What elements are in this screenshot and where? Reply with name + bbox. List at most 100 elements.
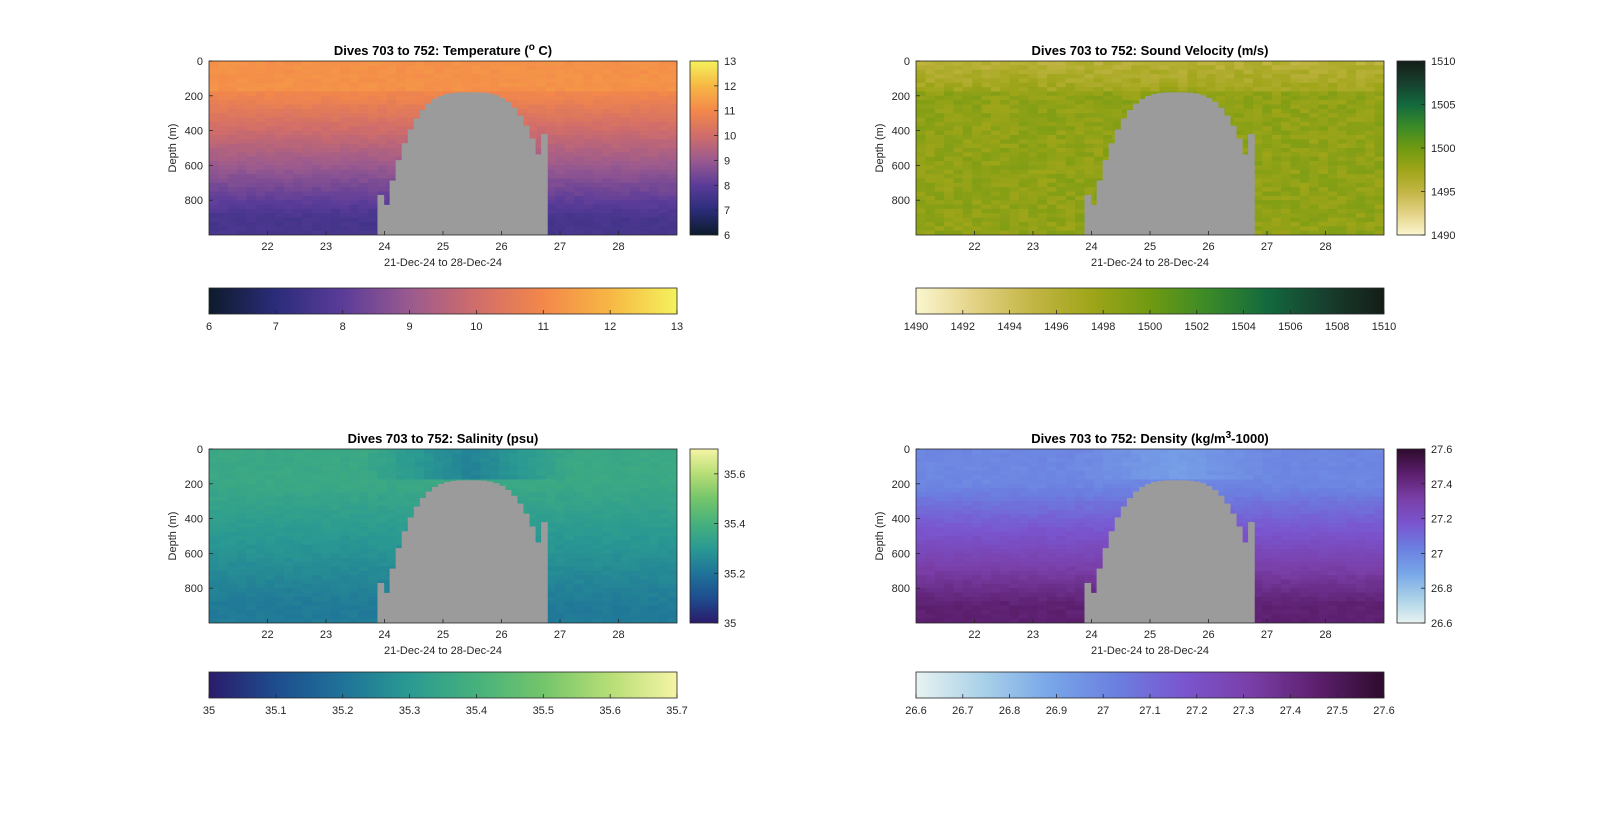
chart-title: Dives 703 to 752: Density (kg/m3-1000) (1031, 430, 1269, 446)
vertical-colorbar (689, 60, 719, 236)
vertical-colorbar-tick-label: 8 (724, 180, 730, 192)
horizontal-colorbar-tick-label: 27.6 (1373, 705, 1394, 717)
horizontal-colorbar-tick-label: 1502 (1185, 321, 1209, 333)
x-tick-label: 23 (320, 629, 332, 641)
missing-data-region (377, 480, 548, 623)
horizontal-colorbar-tick-label: 35 (203, 705, 215, 717)
vertical-colorbar-tick-label: 10 (724, 131, 736, 143)
x-tick-label: 25 (1144, 241, 1156, 253)
x-axis-label: 21-Dec-24 to 28-Dec-24 (1091, 645, 1209, 657)
vertical-colorbar-tick-label: 27.6 (1431, 444, 1452, 456)
horizontal-colorbar-tick-label: 1494 (997, 321, 1021, 333)
horizontal-colorbar-tick-label: 1510 (1372, 321, 1396, 333)
vertical-colorbar-tick-label: 1510 (1431, 56, 1455, 68)
vertical-colorbar-tick-label: 35.6 (724, 469, 745, 481)
vertical-colorbar-tick-label: 13 (724, 56, 736, 68)
y-tick-label: 0 (904, 444, 910, 456)
y-tick-label: 800 (892, 583, 910, 595)
vertical-colorbar-tick-label: 11 (724, 106, 735, 118)
chart-title: Dives 703 to 752: Temperature (o C) (334, 42, 552, 58)
horizontal-colorbar-tick-label: 26.8 (999, 705, 1020, 717)
y-tick-label: 800 (185, 195, 203, 207)
horizontal-colorbar (915, 671, 1385, 699)
x-axis-label: 21-Dec-24 to 28-Dec-24 (384, 645, 502, 657)
x-tick-label: 27 (1261, 241, 1273, 253)
y-axis-label: Depth (m) (167, 124, 179, 173)
x-tick-label: 24 (1085, 629, 1097, 641)
horizontal-colorbar-tick-label: 1508 (1325, 321, 1349, 333)
horizontal-colorbar-tick-label: 27.5 (1326, 705, 1347, 717)
y-tick-label: 800 (185, 583, 203, 595)
x-tick-label: 23 (1027, 241, 1039, 253)
horizontal-colorbar-tick-label: 8 (340, 321, 346, 333)
horizontal-colorbar (208, 671, 678, 699)
y-tick-label: 400 (185, 514, 203, 526)
horizontal-colorbar-tick-label: 7 (273, 321, 279, 333)
x-tick-label: 25 (437, 629, 449, 641)
x-tick-label: 23 (1027, 629, 1039, 641)
horizontal-colorbar-tick-label: 1490 (904, 321, 928, 333)
y-tick-label: 0 (197, 56, 203, 68)
horizontal-colorbar-tick-label: 1496 (1044, 321, 1068, 333)
x-tick-label: 24 (1085, 241, 1097, 253)
y-tick-label: 600 (892, 548, 910, 560)
vertical-colorbar-tick-label: 35.2 (724, 568, 745, 580)
panel-density: Dives 703 to 752: Density (kg/m3-1000) 0 2… (874, 430, 1452, 717)
horizontal-colorbar-tick-label: 1498 (1091, 321, 1115, 333)
x-tick-label: 27 (554, 241, 566, 253)
vertical-colorbar-tick-label: 12 (724, 81, 736, 93)
horizontal-colorbar-tick-label: 1506 (1278, 321, 1302, 333)
y-tick-label: 200 (185, 479, 203, 491)
horizontal-colorbar-tick-label: 35.7 (666, 705, 687, 717)
horizontal-colorbar-tick-label: 27.1 (1139, 705, 1160, 717)
x-axis-label: 21-Dec-24 to 28-Dec-24 (384, 257, 502, 269)
horizontal-colorbar-tick-label: 26.9 (1046, 705, 1067, 717)
x-tick-label: 22 (968, 629, 980, 641)
x-tick-label: 26 (495, 241, 507, 253)
horizontal-colorbar-tick-label: 35.3 (399, 705, 420, 717)
horizontal-colorbar-tick-label: 27 (1097, 705, 1109, 717)
y-axis-label: Depth (m) (874, 512, 886, 561)
x-tick-label: 28 (612, 629, 624, 641)
panel-sound_velocity: Dives 703 to 752: Sound Velocity (m/s) 0 2… (874, 43, 1455, 333)
horizontal-colorbar-tick-label: 27.2 (1186, 705, 1207, 717)
vertical-colorbar-tick-label: 1490 (1431, 230, 1455, 242)
vertical-colorbar-tick-label: 27 (1431, 548, 1443, 560)
y-tick-label: 200 (892, 91, 910, 103)
x-tick-label: 26 (1202, 241, 1214, 253)
horizontal-colorbar (208, 287, 678, 315)
missing-data-region (1084, 92, 1255, 235)
y-tick-label: 400 (185, 126, 203, 138)
horizontal-colorbar-tick-label: 9 (407, 321, 413, 333)
vertical-colorbar (1396, 448, 1426, 624)
x-tick-label: 28 (612, 241, 624, 253)
horizontal-colorbar-tick-label: 10 (470, 321, 482, 333)
vertical-colorbar-tick-label: 35 (724, 618, 736, 630)
y-tick-label: 0 (197, 444, 203, 456)
horizontal-colorbar-tick-label: 12 (604, 321, 616, 333)
x-tick-label: 22 (261, 629, 273, 641)
y-tick-label: 600 (892, 160, 910, 172)
vertical-colorbar (1396, 60, 1426, 236)
y-tick-label: 600 (185, 548, 203, 560)
y-tick-label: 200 (892, 479, 910, 491)
horizontal-colorbar-tick-label: 13 (671, 321, 683, 333)
missing-data-region (1084, 480, 1255, 623)
horizontal-colorbar-tick-label: 6 (206, 321, 212, 333)
y-axis-label: Depth (m) (167, 512, 179, 561)
vertical-colorbar-tick-label: 9 (724, 155, 730, 167)
horizontal-colorbar-tick-label: 11 (538, 321, 549, 333)
horizontal-colorbar-tick-label: 27.3 (1233, 705, 1254, 717)
horizontal-colorbar-tick-label: 35.2 (332, 705, 353, 717)
horizontal-colorbar-tick-label: 26.6 (905, 705, 926, 717)
vertical-colorbar-tick-label: 26.6 (1431, 618, 1452, 630)
panel-salinity: Dives 703 to 752: Salinity (psu) 0 200 400 6… (167, 431, 745, 717)
horizontal-colorbar-tick-label: 26.7 (952, 705, 973, 717)
chart-title: Dives 703 to 752: Sound Velocity (m/s) (1032, 43, 1269, 58)
x-tick-label: 22 (968, 241, 980, 253)
vertical-colorbar-tick-label: 27.2 (1431, 514, 1452, 526)
vertical-colorbar-tick-label: 35.4 (724, 519, 745, 531)
vertical-colorbar-tick-label: 1500 (1431, 143, 1455, 155)
panel-temperature: Dives 703 to 752: Temperature (o C) 0 200 4… (167, 42, 736, 333)
